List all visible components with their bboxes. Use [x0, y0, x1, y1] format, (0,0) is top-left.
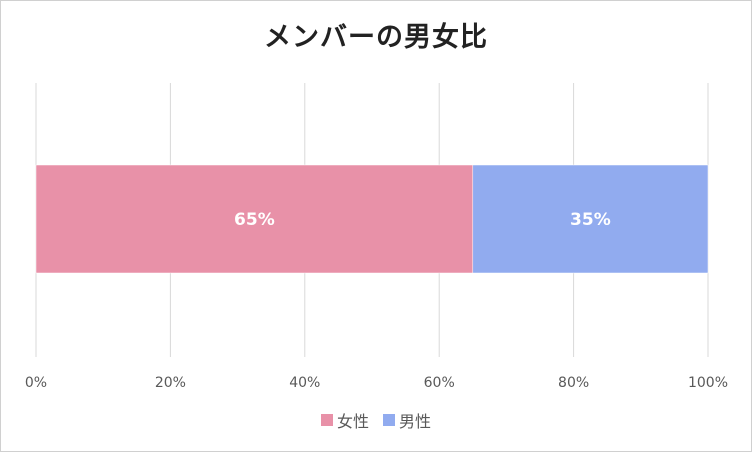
- plot-area: 0% 20% 40% 60% 80% 100% 65% 35%: [25, 83, 728, 391]
- legend-item-male: 男性: [383, 408, 431, 432]
- legend-label-male: 男性: [399, 412, 432, 431]
- legend-swatch-male: [383, 414, 395, 426]
- x-tick-label-0: 0%: [25, 375, 47, 391]
- bar-segment-1: [472, 164, 709, 274]
- legend: 女性 男性: [1, 408, 751, 432]
- legend-label-female: 女性: [336, 412, 369, 431]
- data-label-0: 65%: [234, 210, 275, 230]
- x-tick-label-60: 60%: [424, 375, 455, 391]
- x-tick-label-100: 100%: [688, 375, 728, 391]
- legend-item-female: 女性: [320, 408, 369, 432]
- chart-title: メンバーの男女比: [264, 22, 488, 53]
- x-tick-label-80: 80%: [558, 375, 589, 391]
- x-tick-label-20: 20%: [155, 375, 186, 391]
- legend-swatch-female: [320, 414, 333, 426]
- x-tick-label-40: 40%: [289, 375, 320, 391]
- data-label-1: 35%: [570, 210, 611, 230]
